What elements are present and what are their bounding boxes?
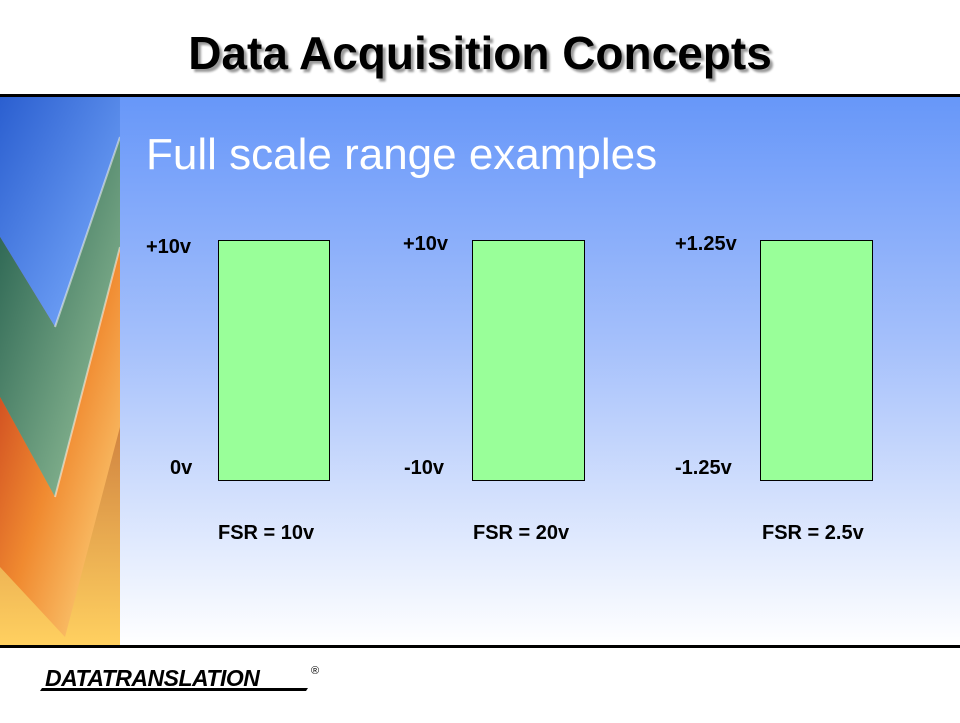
range-box	[472, 240, 585, 481]
range-box	[218, 240, 330, 481]
decorative-strip	[0, 97, 120, 645]
top-label: +10v	[403, 233, 449, 255]
subtitle: Full scale range examples	[146, 130, 658, 179]
header	[0, 0, 960, 97]
logo-underline	[40, 688, 308, 691]
title: Data Acquisition Concepts	[188, 27, 772, 79]
logo: DATATRANSLATION	[45, 665, 260, 691]
fsr-label: FSR = 10v	[218, 522, 315, 544]
bottom-label: -1.25v	[675, 457, 732, 479]
top-label: +1.25v	[675, 233, 737, 255]
registered-mark: ®	[311, 665, 320, 677]
range-box	[760, 240, 873, 481]
top-label: +10v	[146, 236, 192, 258]
bottom-label: -10v	[404, 457, 445, 479]
bottom-label: 0v	[170, 457, 193, 479]
fsr-label: FSR = 20v	[473, 522, 570, 544]
fsr-label: FSR = 2.5v	[762, 522, 864, 544]
footer	[0, 645, 960, 723]
